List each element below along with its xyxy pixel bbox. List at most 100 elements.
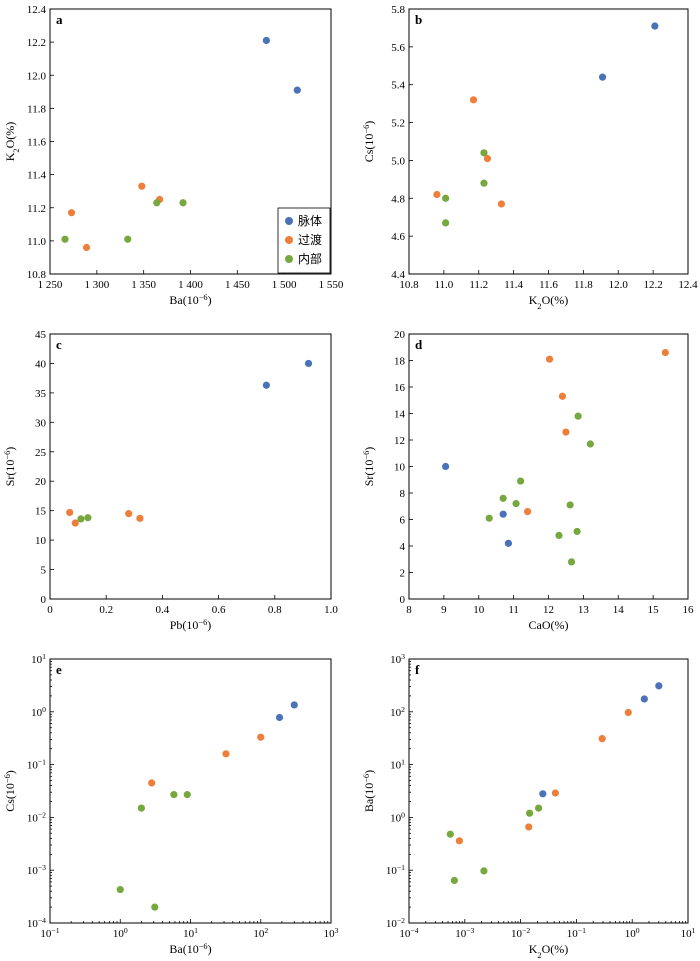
data-point-脉体 — [442, 462, 450, 471]
data-point-内部 — [137, 804, 145, 812]
x-tick-label: 13 — [578, 604, 590, 616]
panel-d: 8 9 10 11 12 13 14 15 16 0 2 4 6 8 10 12 14 16 18 20 CaO(%) S… — [362, 329, 695, 632]
x-axis-label: Pb(10−6) — [170, 618, 212, 633]
panel-letter: d — [415, 337, 423, 352]
data-point-过渡 — [138, 182, 146, 190]
data-point-脉体 — [504, 539, 512, 547]
x-tick-label: 1 550 — [319, 279, 344, 291]
data-point-内部 — [170, 791, 178, 799]
x-tick-label: 10−2 — [511, 926, 530, 941]
data-point-内部 — [586, 440, 594, 448]
x-tick-label: 12.4 — [678, 279, 698, 291]
y-tick-label: 8 — [400, 488, 406, 500]
data-point-内部 — [566, 501, 574, 509]
data-point-内部 — [485, 514, 493, 522]
x-tick-label: 11.0 — [434, 279, 453, 291]
legend-marker — [285, 255, 293, 263]
y-tick-label: 5.0 — [391, 155, 405, 167]
y-axis-label: Cs(10−6) — [3, 770, 18, 812]
x-tick-label: 11 — [508, 604, 519, 616]
plot-frame — [49, 658, 332, 924]
y-tick-label: 4.8 — [391, 193, 405, 205]
x-axis-label: K2O(%) — [529, 942, 569, 960]
y-tick-label: 5.8 — [391, 4, 405, 16]
y-tick-label: 35 — [35, 388, 47, 400]
x-axis-label: CaO(%) — [529, 618, 569, 632]
y-tick-label: 4.6 — [391, 231, 405, 243]
y-tick-label: 100 — [31, 704, 46, 719]
y-tick-label: 10 — [394, 462, 406, 474]
x-tick-label: 11.6 — [539, 279, 558, 291]
x-tick-label: 0.4 — [156, 604, 170, 616]
data-point-过渡 — [469, 96, 478, 104]
x-tick-label: 1 500 — [272, 279, 297, 291]
x-tick-label: 0.8 — [268, 604, 282, 616]
y-tick-label: 12.4 — [27, 4, 47, 16]
y-tick-label: 40 — [35, 358, 47, 370]
y-tick-label: 10 — [35, 535, 47, 547]
data-point-脉体 — [262, 36, 270, 45]
data-point-过渡 — [66, 508, 74, 517]
y-tick-label: 12 — [394, 435, 405, 447]
data-point-脉体 — [651, 22, 659, 30]
data-point-脉体 — [262, 381, 270, 389]
x-tick-label: 16 — [683, 604, 695, 616]
data-point-内部 — [450, 876, 458, 885]
data-point-内部 — [480, 149, 488, 157]
y-tick-label: 10−4 — [27, 916, 46, 931]
y-tick-label: 103 — [390, 652, 405, 667]
y-tick-label: 6 — [400, 515, 406, 527]
y-tick-label: 30 — [35, 417, 47, 429]
data-point-内部 — [499, 494, 507, 502]
y-tick-label: 45 — [35, 329, 47, 341]
y-tick-label: 11.6 — [27, 137, 46, 149]
data-point-脉体 — [275, 713, 284, 722]
y-tick-label: 10.8 — [27, 269, 47, 281]
x-tick-label: 101 — [681, 926, 696, 941]
data-point-过渡 — [483, 154, 492, 163]
data-point-内部 — [116, 885, 124, 894]
y-tick-label: 12.2 — [27, 37, 46, 49]
y-tick-label: 5.2 — [391, 118, 405, 130]
data-point-内部 — [183, 791, 191, 799]
y-tick-label: 20 — [35, 476, 47, 488]
data-point-脉体 — [499, 510, 507, 518]
x-tick-label: 10−1 — [40, 926, 59, 941]
y-axis-label: Sr(10−6) — [3, 447, 18, 487]
plot-frame — [408, 333, 689, 600]
y-tick-label: 0 — [41, 594, 47, 606]
data-point-过渡 — [523, 507, 532, 516]
data-point-脉体 — [539, 790, 547, 798]
x-axis-label: Ba(10−6) — [169, 942, 211, 957]
data-point-过渡 — [562, 428, 570, 436]
x-tick-label: 103 — [324, 926, 339, 941]
y-axis-label: Ba(10−6) — [362, 770, 377, 812]
data-point-脉体 — [640, 695, 648, 703]
y-tick-label: 4 — [400, 541, 406, 553]
data-point-内部 — [480, 867, 488, 875]
x-tick-label: 1 300 — [84, 279, 109, 291]
x-tick-label: 100 — [625, 926, 640, 941]
data-point-过渡 — [148, 779, 156, 787]
y-tick-label: 11.8 — [27, 103, 46, 115]
x-tick-label: 10−4 — [399, 926, 418, 941]
data-point-内部 — [573, 527, 581, 536]
data-point-过渡 — [497, 200, 506, 208]
data-point-内部 — [84, 514, 92, 522]
x-tick-label: 11.4 — [504, 279, 523, 291]
data-point-过渡 — [551, 789, 559, 797]
x-tick-label: 0 — [47, 604, 53, 616]
plot-frame — [49, 333, 332, 600]
y-tick-label: 10−3 — [27, 863, 46, 878]
plot-frame — [408, 658, 689, 924]
y-axis-label: Sr(10−6) — [362, 447, 377, 487]
data-point-内部 — [151, 903, 159, 911]
x-tick-label: 1 250 — [38, 279, 63, 291]
data-point-内部 — [61, 235, 69, 243]
data-point-脉体 — [293, 86, 301, 94]
legend-label: 过渡 — [298, 232, 322, 247]
panel-letter: f — [415, 662, 420, 677]
x-tick-label: 9 — [441, 604, 447, 616]
y-tick-label: 18 — [394, 356, 406, 368]
x-tick-label: 102 — [253, 926, 268, 941]
